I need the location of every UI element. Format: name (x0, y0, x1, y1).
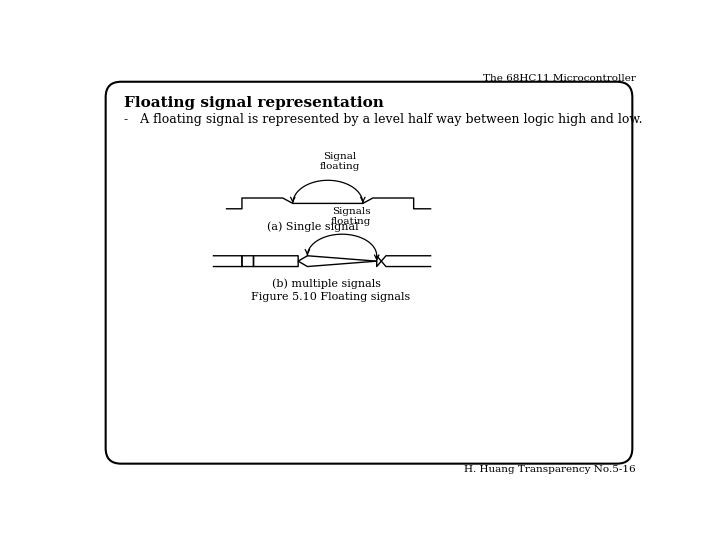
Text: Signal
floating: Signal floating (319, 152, 359, 171)
Text: The 68HC11 Microcontroller: The 68HC11 Microcontroller (482, 74, 636, 83)
Text: Figure 5.10 Floating signals: Figure 5.10 Floating signals (251, 292, 410, 302)
Text: Signals
floating: Signals floating (331, 207, 372, 226)
Text: (b) multiple signals: (b) multiple signals (272, 279, 381, 289)
Text: (a) Single signal: (a) Single signal (266, 221, 359, 232)
Text: Floating signal representation: Floating signal representation (124, 96, 384, 110)
FancyBboxPatch shape (106, 82, 632, 464)
Text: -   A floating signal is represented by a level half way between logic high and : - A floating signal is represented by a … (124, 112, 643, 125)
Text: H. Huang Transparency No.5-16: H. Huang Transparency No.5-16 (464, 465, 636, 475)
